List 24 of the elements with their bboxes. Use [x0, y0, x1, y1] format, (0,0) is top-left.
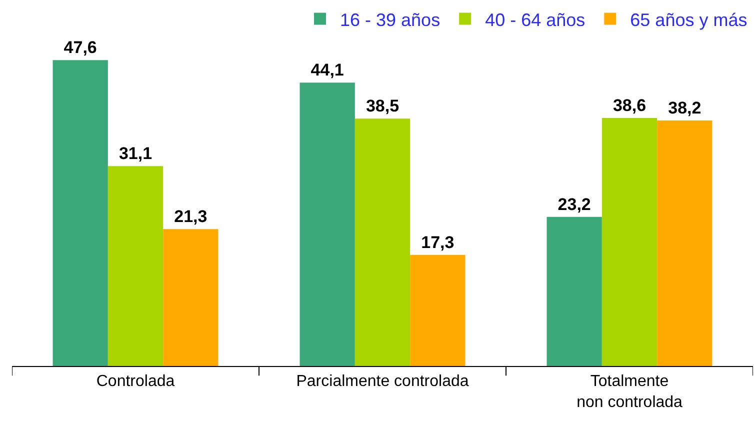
data-label: 47,6	[64, 38, 97, 58]
data-label: 44,1	[310, 60, 344, 80]
legend-label: 40 - 64 años	[485, 10, 586, 30]
legend-label: 65 años y más	[630, 10, 748, 30]
bar	[354, 118, 410, 366]
data-label: 23,2	[558, 194, 591, 214]
data-label: 17,3	[421, 232, 454, 252]
bar	[410, 254, 466, 366]
x-tick-label: Parcialmente controlada	[296, 373, 469, 390]
legend-label: 16 - 39 años	[340, 10, 440, 30]
bar	[163, 229, 218, 366]
data-label: 38,6	[612, 96, 646, 115]
data-label: 21,3	[174, 207, 208, 226]
x-tick-label: Controlada	[96, 373, 175, 390]
x-tick-label: Totalmente non controlada	[576, 373, 683, 411]
bar	[108, 166, 164, 366]
bar	[300, 82, 355, 366]
bar	[52, 60, 108, 366]
bar	[546, 216, 602, 366]
data-label: 38,2	[668, 98, 702, 118]
bar	[657, 120, 712, 366]
data-label: 38,5	[366, 96, 400, 116]
bar	[602, 118, 658, 366]
data-label: 31,1	[118, 144, 152, 164]
